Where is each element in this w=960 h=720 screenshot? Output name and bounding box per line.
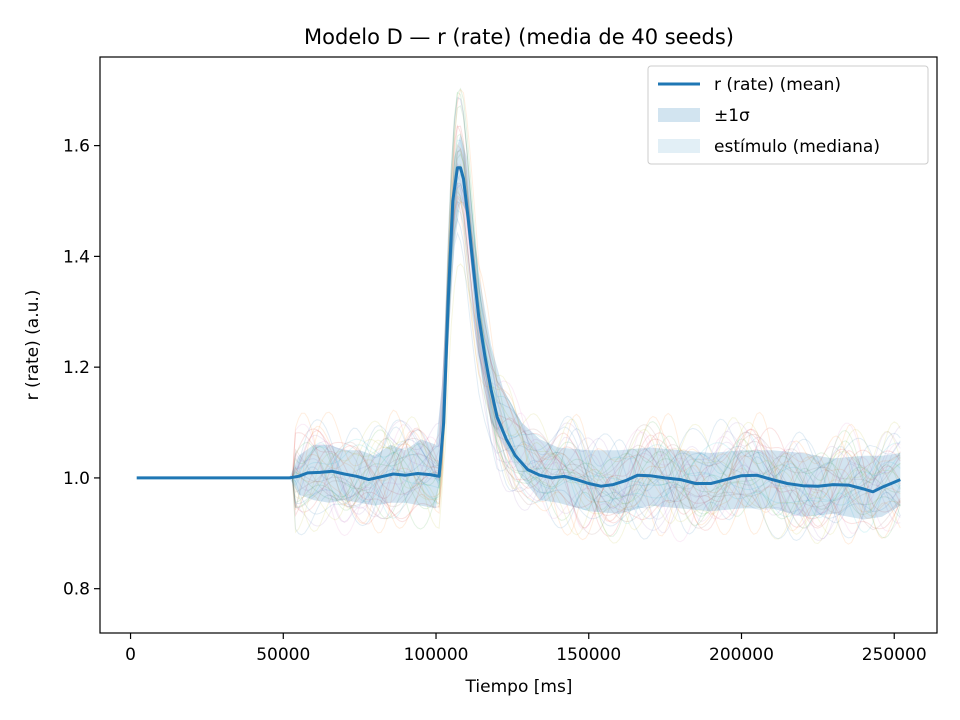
seed-trace <box>289 98 901 517</box>
seed-trace <box>289 88 901 541</box>
seed-trace <box>289 201 901 539</box>
seed-trace <box>289 139 901 508</box>
x-tick-label: 0 <box>125 645 136 665</box>
seed-trace <box>289 201 901 543</box>
seed-trace <box>289 153 901 510</box>
seed-trace <box>289 163 901 524</box>
seed-trace <box>289 190 901 535</box>
seed-trace <box>289 217 901 535</box>
x-tick-label: 50000 <box>256 645 310 665</box>
y-tick-label: 1.6 <box>63 137 90 157</box>
mean-line <box>136 166 901 494</box>
seed-trace <box>289 173 901 533</box>
seed-trace <box>289 147 901 530</box>
seed-trace <box>289 198 901 545</box>
axes-frame <box>99 56 938 634</box>
legend-swatch-1 <box>658 108 700 122</box>
y-tick-label: 1.2 <box>63 358 90 378</box>
x-tick-label: 100000 <box>404 645 469 665</box>
seed-trace <box>289 174 901 534</box>
seed-trace <box>289 143 901 517</box>
y-tick-label: 1.0 <box>63 469 90 489</box>
seed-trace <box>289 91 901 521</box>
seed-trace <box>289 133 901 515</box>
seed-traces <box>289 87 901 545</box>
y-axis-label: r (rate) (a.u.) <box>23 290 43 401</box>
seed-trace <box>289 168 901 509</box>
seed-trace <box>289 170 901 531</box>
legend-box <box>647 65 929 165</box>
seed-trace <box>289 194 901 513</box>
x-tick-label: 250000 <box>862 645 927 665</box>
seed-trace <box>289 263 901 544</box>
seed-trace <box>289 150 901 515</box>
x-tick-label: 200000 <box>709 645 774 665</box>
legend-label: estímulo (mediana) <box>714 137 880 157</box>
seed-trace <box>289 163 901 545</box>
axes: 0 50000 100000 150000 200000 250000 0.8 1.0 1.2 1… <box>63 56 938 665</box>
seed-trace <box>289 124 901 537</box>
chart-title: Modelo D — r (rate) (media de 40 seeds) <box>304 25 734 49</box>
seed-trace <box>289 231 901 540</box>
sigma-band <box>289 134 901 520</box>
y-tick-label: 0.8 <box>63 580 90 600</box>
seed-trace <box>289 125 901 529</box>
y-tick-label: 1.4 <box>63 247 90 267</box>
seed-trace <box>289 185 901 523</box>
seed-trace <box>289 168 901 516</box>
seed-trace <box>289 183 901 542</box>
legend-label: r (rate) (mean) <box>714 75 841 95</box>
seed-trace <box>289 104 901 539</box>
x-tick-label: 150000 <box>556 645 621 665</box>
plot-area <box>136 87 901 545</box>
seed-trace <box>289 182 901 542</box>
seed-trace <box>289 161 901 540</box>
seed-trace <box>289 149 901 506</box>
seed-trace <box>289 209 901 518</box>
seed-trace <box>289 187 901 536</box>
seed-trace <box>289 96 901 520</box>
x-axis-label: Tiempo [ms] <box>465 677 573 697</box>
legend-label: ±1σ <box>714 106 750 126</box>
legend: r (rate) (mean) ±1σ estímulo (mediana) <box>647 65 929 165</box>
legend-swatch-2 <box>658 139 700 153</box>
seed-trace <box>289 165 901 514</box>
plot-content <box>136 87 901 545</box>
